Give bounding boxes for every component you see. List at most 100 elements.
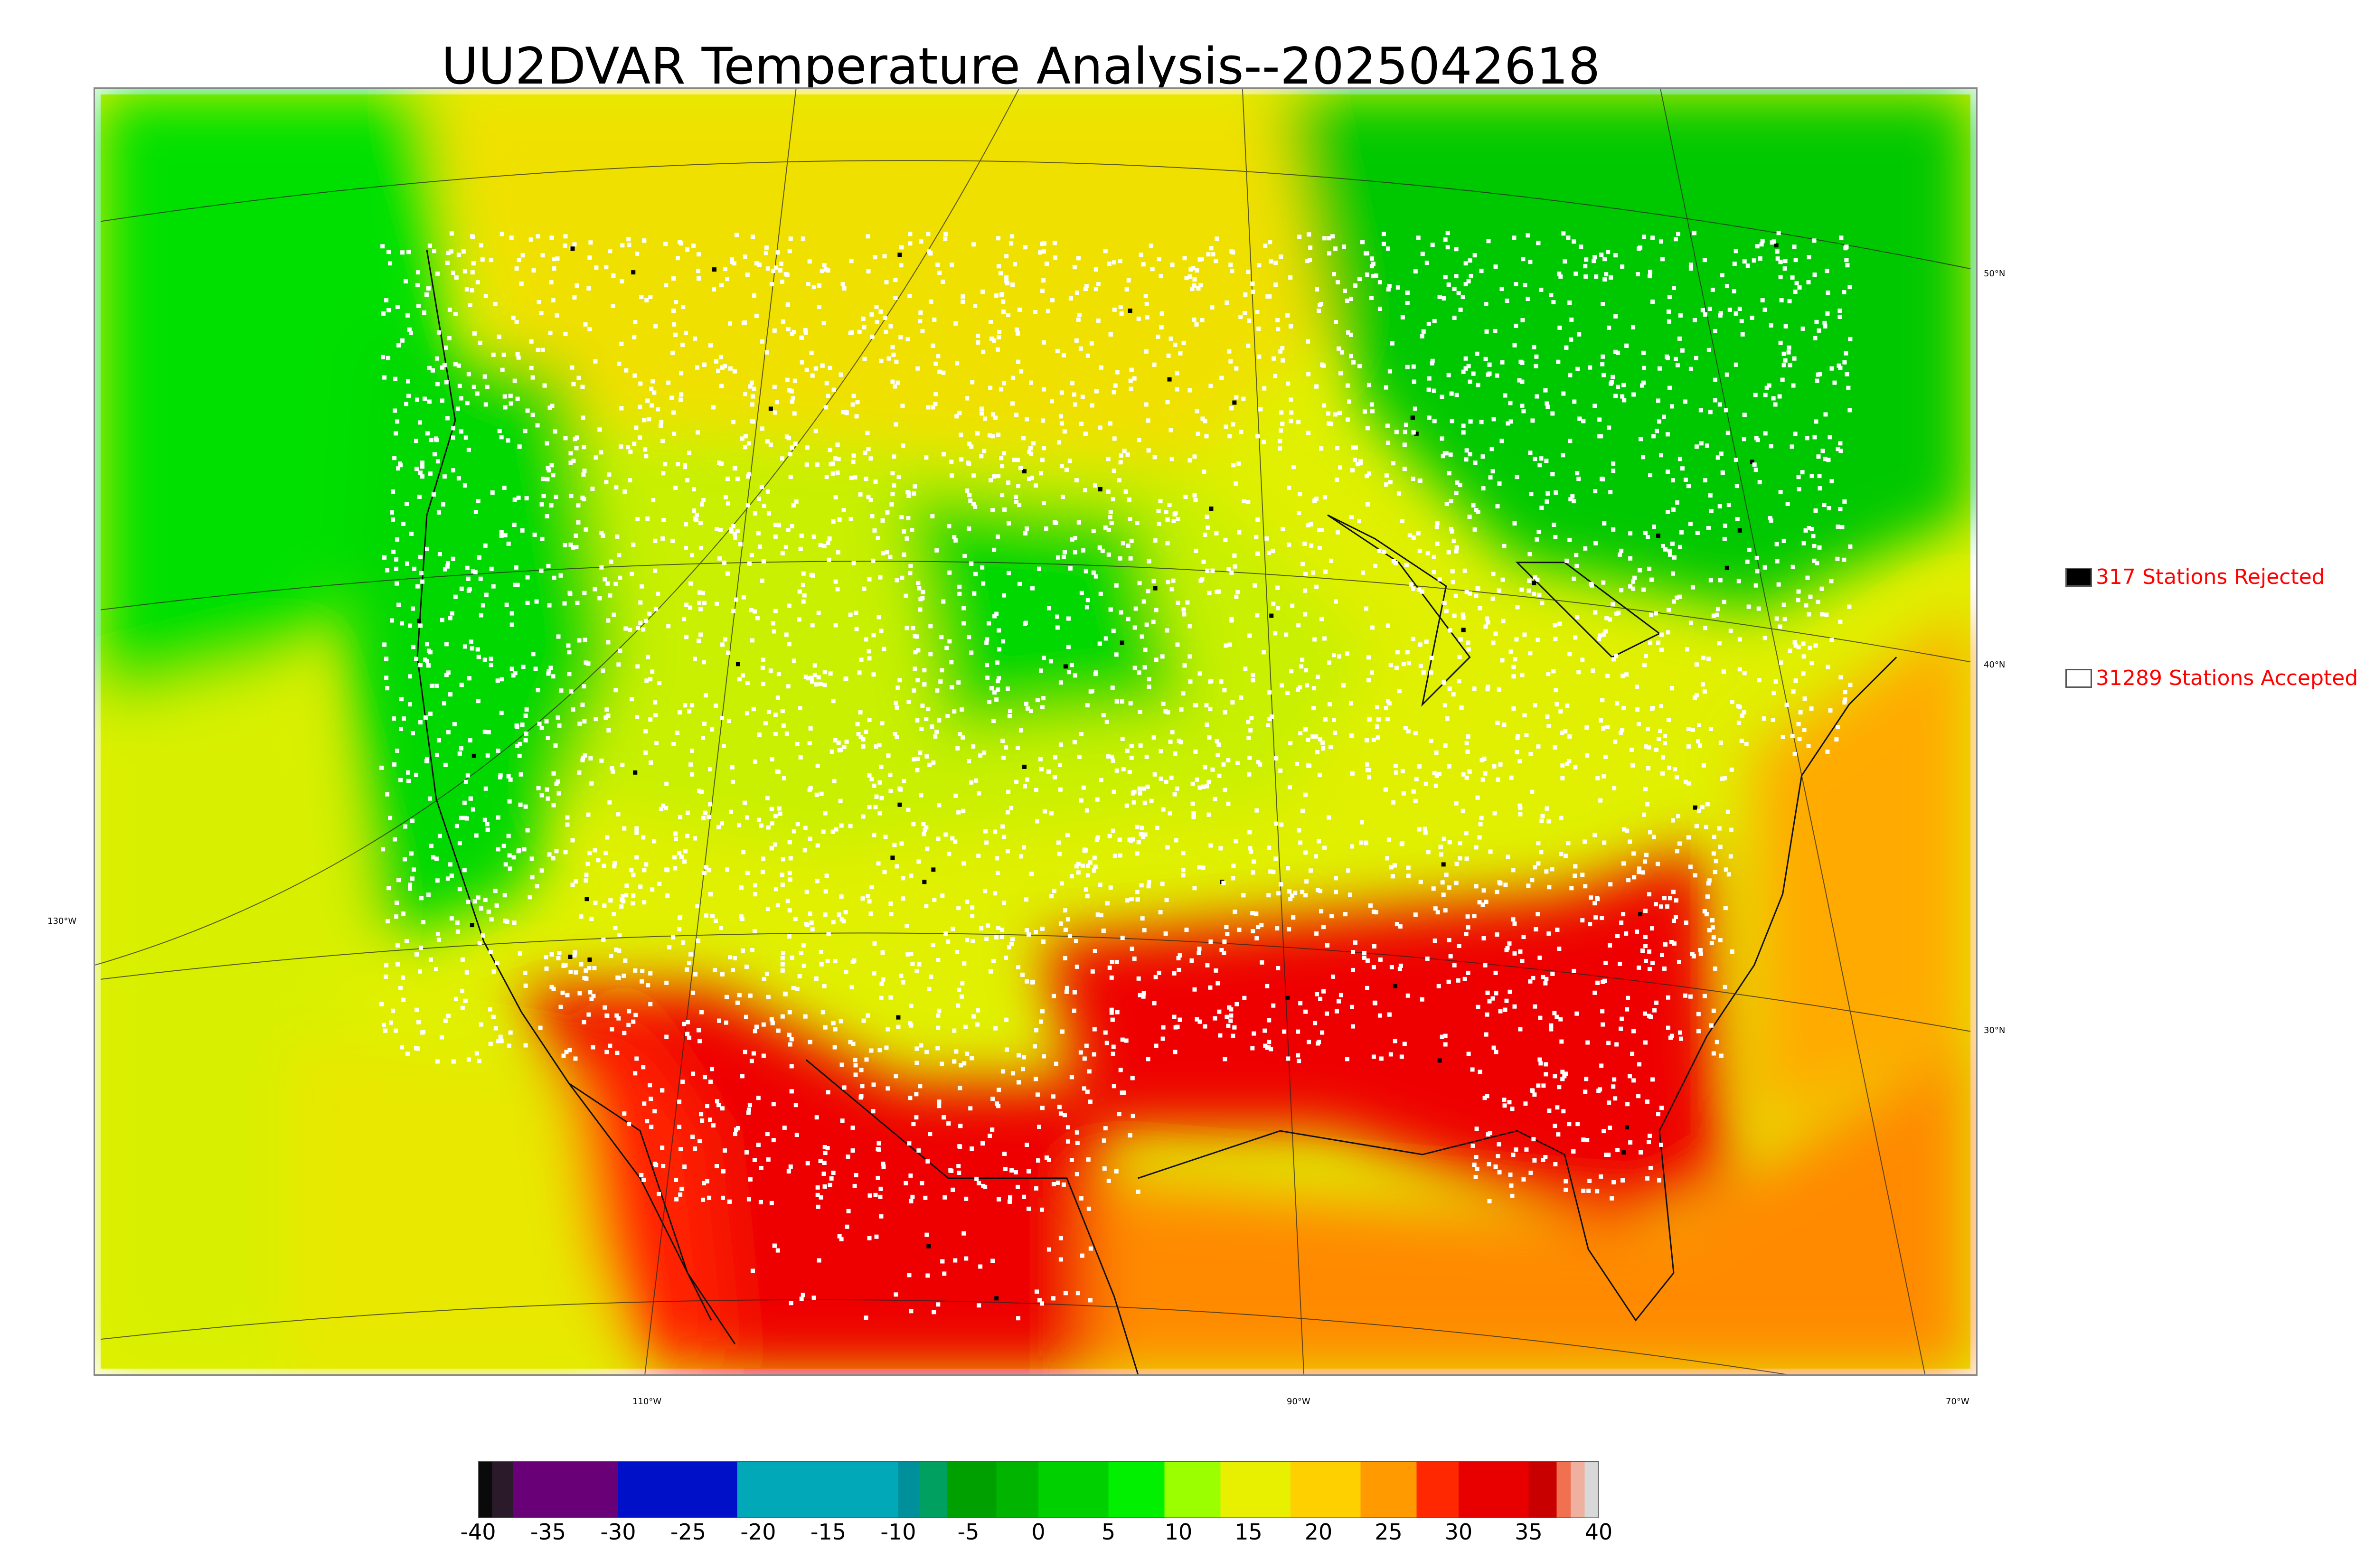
accepted-station xyxy=(918,607,923,612)
accepted-station xyxy=(1065,1139,1070,1144)
temperature-map xyxy=(94,87,1978,1376)
accepted-station xyxy=(1124,803,1129,808)
accepted-station xyxy=(593,587,597,592)
accepted-station xyxy=(472,899,477,904)
accepted-station xyxy=(1372,1000,1377,1005)
accepted-station xyxy=(1647,566,1652,571)
accepted-station xyxy=(1790,275,1795,280)
accepted-station xyxy=(1427,376,1432,381)
accepted-station xyxy=(1160,1036,1165,1041)
accepted-station xyxy=(683,463,688,468)
accepted-station xyxy=(428,957,433,962)
accepted-station xyxy=(725,277,729,282)
accepted-station xyxy=(1601,302,1605,306)
accepted-station xyxy=(965,1052,970,1056)
accepted-station xyxy=(1572,968,1576,973)
accepted-station xyxy=(1602,373,1606,377)
accepted-station xyxy=(1484,1032,1488,1037)
accepted-station xyxy=(918,319,923,323)
accepted-station xyxy=(1246,343,1251,348)
accepted-station xyxy=(765,796,770,800)
accepted-station xyxy=(1686,744,1691,749)
accepted-station xyxy=(1106,754,1111,759)
accepted-station xyxy=(1140,916,1145,921)
accepted-station xyxy=(667,945,672,949)
accepted-station xyxy=(508,777,513,782)
accepted-station xyxy=(1574,1011,1579,1016)
accepted-station xyxy=(1201,865,1206,870)
accepted-station xyxy=(1353,940,1357,945)
accepted-station xyxy=(631,901,635,906)
accepted-station xyxy=(994,697,999,702)
accepted-station xyxy=(1015,327,1019,332)
accepted-station xyxy=(563,543,567,547)
accepted-station xyxy=(1072,265,1077,270)
accepted-station xyxy=(631,893,636,898)
accepted-station xyxy=(1660,952,1664,957)
accepted-station xyxy=(1076,862,1081,866)
accepted-station xyxy=(788,452,792,457)
accepted-station xyxy=(1016,458,1020,462)
accepted-station xyxy=(1796,722,1801,727)
accepted-station xyxy=(1144,402,1149,407)
accepted-station xyxy=(1434,525,1439,529)
accepted-station xyxy=(555,256,560,261)
accepted-station xyxy=(1648,473,1653,478)
accepted-station xyxy=(780,456,784,461)
accepted-station xyxy=(508,1030,513,1035)
accepted-station xyxy=(1632,575,1637,580)
accepted-station xyxy=(1628,839,1632,844)
accepted-station xyxy=(1742,437,1746,441)
accepted-station xyxy=(765,907,770,911)
accepted-station xyxy=(1206,525,1210,530)
accepted-station xyxy=(1003,1166,1008,1171)
accepted-station xyxy=(1371,1054,1376,1059)
accepted-station xyxy=(1792,751,1797,756)
accepted-station xyxy=(384,298,389,303)
accepted-station xyxy=(1229,1013,1234,1018)
accepted-station xyxy=(539,502,544,507)
accepted-station xyxy=(1391,559,1396,563)
accepted-station xyxy=(507,1043,511,1048)
accepted-station xyxy=(1093,670,1098,675)
accepted-station xyxy=(1215,981,1220,986)
accepted-station xyxy=(1000,464,1005,469)
accepted-station xyxy=(820,1010,825,1014)
accepted-station xyxy=(1620,394,1625,399)
accepted-station xyxy=(835,442,840,447)
accepted-station xyxy=(1583,274,1588,279)
accepted-station xyxy=(1557,946,1562,951)
accepted-station xyxy=(518,951,522,956)
accepted-station xyxy=(1251,929,1255,934)
accepted-station xyxy=(924,1232,929,1237)
accepted-station xyxy=(386,886,391,891)
accepted-station xyxy=(1161,702,1166,706)
accepted-station xyxy=(1021,436,1026,441)
accepted-station xyxy=(1618,961,1622,966)
accepted-station xyxy=(1085,703,1090,708)
accepted-station xyxy=(1058,1257,1063,1262)
accepted-station xyxy=(476,655,481,659)
accepted-station xyxy=(750,638,754,643)
accepted-station xyxy=(1698,948,1703,952)
accepted-station xyxy=(831,1021,836,1025)
accepted-station xyxy=(1584,257,1589,262)
accepted-station xyxy=(676,462,680,467)
accepted-station xyxy=(665,893,670,898)
accepted-station xyxy=(516,355,521,360)
accepted-station xyxy=(1273,856,1278,861)
accepted-station xyxy=(385,568,390,573)
accepted-station xyxy=(1056,840,1061,845)
accepted-station xyxy=(1008,709,1013,714)
accepted-station xyxy=(1694,356,1698,360)
accepted-station xyxy=(634,1056,639,1061)
accepted-station xyxy=(785,302,790,307)
accepted-station xyxy=(1479,269,1484,273)
accepted-station xyxy=(858,734,863,739)
accepted-station xyxy=(1246,270,1251,274)
accepted-station xyxy=(930,724,934,729)
accepted-station xyxy=(1327,421,1331,426)
accepted-station xyxy=(1654,611,1658,616)
accepted-station xyxy=(1279,410,1284,415)
accepted-station xyxy=(746,1108,751,1112)
